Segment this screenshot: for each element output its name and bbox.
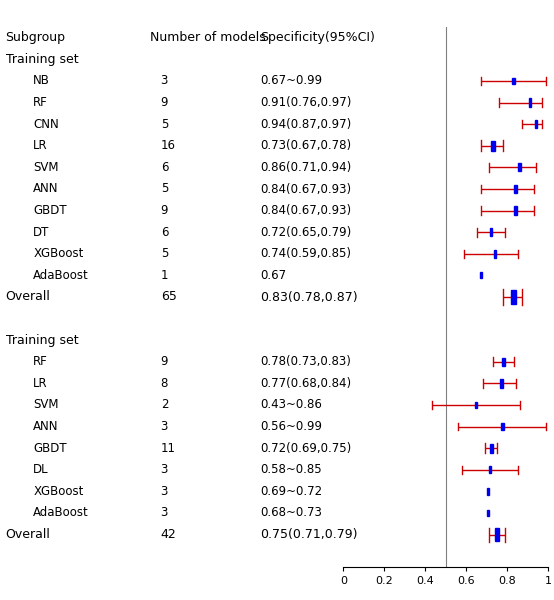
Text: ANN: ANN (33, 420, 59, 433)
Bar (535, 121, 537, 128)
Text: ANN: ANN (33, 182, 59, 196)
Text: 0.75(0.71,0.79): 0.75(0.71,0.79) (260, 528, 358, 541)
Text: 6: 6 (161, 161, 168, 174)
Text: 16: 16 (161, 139, 176, 152)
Text: 3: 3 (161, 74, 168, 88)
Bar (501, 423, 504, 430)
Text: 6: 6 (161, 226, 168, 239)
Text: RF: RF (33, 96, 48, 109)
Bar (480, 272, 482, 278)
Text: 0.73(0.67,0.78): 0.73(0.67,0.78) (260, 139, 351, 152)
Text: 9: 9 (161, 204, 168, 217)
Text: DL: DL (33, 463, 49, 476)
Text: Specificity(95%CI): Specificity(95%CI) (260, 31, 375, 44)
Bar (512, 77, 515, 85)
Text: 0.58~0.85: 0.58~0.85 (260, 463, 322, 476)
Text: 5: 5 (161, 118, 168, 131)
Text: XGBoost: XGBoost (33, 485, 84, 498)
Text: 3: 3 (161, 485, 168, 498)
Text: 0.68~0.73: 0.68~0.73 (260, 506, 322, 520)
Text: XGBoost: XGBoost (33, 247, 84, 260)
Bar (490, 444, 493, 452)
Text: 5: 5 (161, 247, 168, 260)
Bar (487, 509, 489, 517)
Text: RF: RF (33, 355, 48, 368)
Text: 0.86(0.71,0.94): 0.86(0.71,0.94) (260, 161, 352, 174)
Bar (491, 141, 495, 151)
Text: Subgroup: Subgroup (6, 31, 65, 44)
Bar (500, 379, 502, 388)
Text: GBDT: GBDT (33, 442, 67, 455)
Text: Training set: Training set (6, 334, 78, 347)
Text: 0.91(0.76,0.97): 0.91(0.76,0.97) (260, 96, 352, 109)
Text: AdaBoost: AdaBoost (33, 269, 89, 282)
Text: CNN: CNN (33, 118, 59, 131)
Text: 0.78(0.73,0.83): 0.78(0.73,0.83) (260, 355, 351, 368)
Text: 0.72(0.69,0.75): 0.72(0.69,0.75) (260, 442, 352, 455)
Text: 0.84(0.67,0.93): 0.84(0.67,0.93) (260, 182, 351, 196)
Text: SVM: SVM (33, 161, 59, 174)
Bar (490, 228, 493, 236)
Text: 0.69~0.72: 0.69~0.72 (260, 485, 322, 498)
Bar (529, 98, 531, 107)
Bar (489, 466, 491, 473)
Text: 0.83(0.78,0.87): 0.83(0.78,0.87) (260, 290, 358, 304)
Text: SVM: SVM (33, 398, 59, 412)
Text: 3: 3 (161, 463, 168, 476)
Text: DT: DT (33, 226, 50, 239)
Bar (514, 206, 517, 215)
Text: Training set: Training set (6, 53, 78, 66)
Text: 42: 42 (161, 528, 176, 541)
Bar (514, 185, 517, 193)
Text: 0.56~0.99: 0.56~0.99 (260, 420, 322, 433)
Text: 3: 3 (161, 420, 168, 433)
Text: NB: NB (33, 74, 50, 88)
Text: 8: 8 (161, 377, 168, 390)
Text: 11: 11 (161, 442, 176, 455)
Text: 0.67~0.99: 0.67~0.99 (260, 74, 322, 88)
Text: 0.67: 0.67 (260, 269, 286, 282)
Text: 0.72(0.65,0.79): 0.72(0.65,0.79) (260, 226, 352, 239)
Text: 9: 9 (161, 96, 168, 109)
Bar (475, 402, 477, 408)
Bar (502, 358, 505, 366)
Text: 2: 2 (161, 398, 168, 412)
Text: 1: 1 (161, 269, 168, 282)
Text: Number of models: Number of models (150, 31, 265, 44)
Text: 0.94(0.87,0.97): 0.94(0.87,0.97) (260, 118, 352, 131)
Text: 0.74(0.59,0.85): 0.74(0.59,0.85) (260, 247, 351, 260)
Text: 0.77(0.68,0.84): 0.77(0.68,0.84) (260, 377, 351, 390)
Text: LR: LR (33, 377, 48, 390)
Text: LR: LR (33, 139, 48, 152)
Text: GBDT: GBDT (33, 204, 67, 217)
Bar (511, 290, 516, 304)
Bar (495, 528, 499, 541)
Text: 3: 3 (161, 506, 168, 520)
Bar (487, 488, 489, 495)
Text: 9: 9 (161, 355, 168, 368)
Bar (494, 250, 496, 257)
Text: 0.43~0.86: 0.43~0.86 (260, 398, 322, 412)
Text: 5: 5 (161, 182, 168, 196)
Text: 0.84(0.67,0.93): 0.84(0.67,0.93) (260, 204, 351, 217)
Text: Overall: Overall (6, 528, 50, 541)
Text: AdaBoost: AdaBoost (33, 506, 89, 520)
Text: Overall: Overall (6, 290, 50, 304)
Bar (519, 163, 521, 172)
Text: 65: 65 (161, 290, 177, 304)
